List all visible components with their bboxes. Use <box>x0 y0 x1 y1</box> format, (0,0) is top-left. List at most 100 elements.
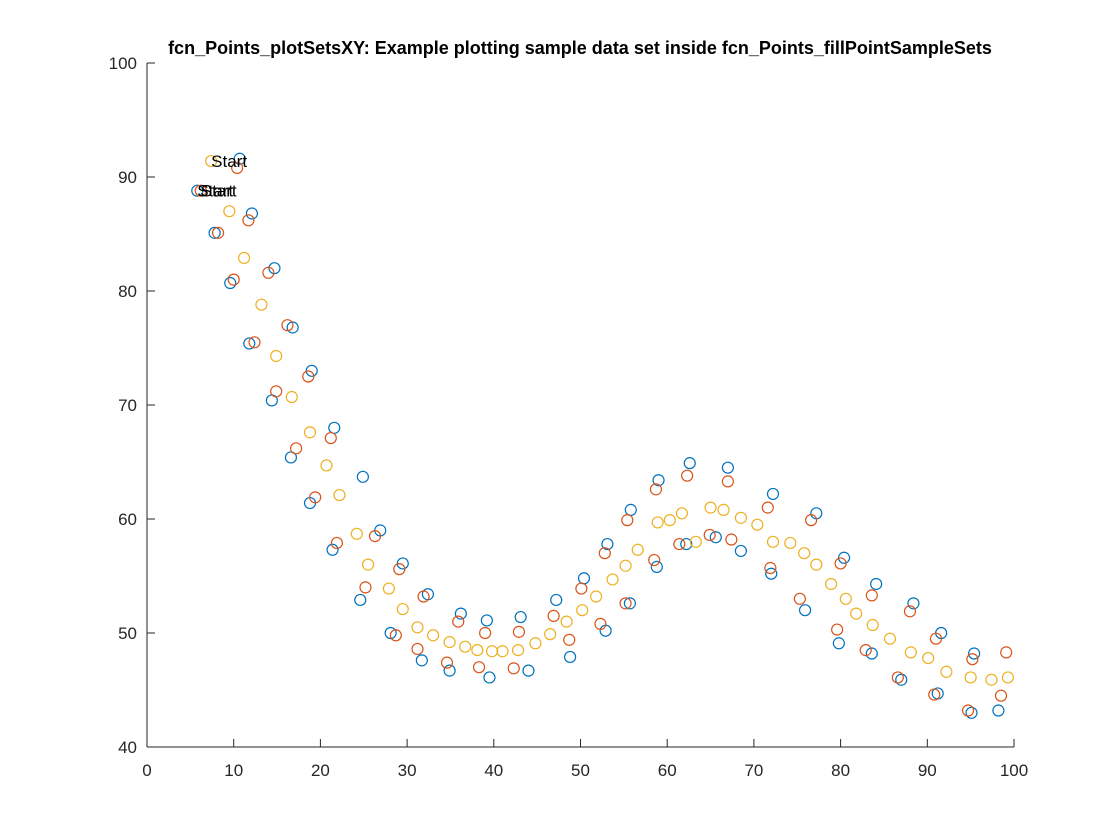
data-point <box>359 581 372 594</box>
start-label: Start <box>197 182 233 201</box>
data-point <box>459 640 472 653</box>
data-point <box>965 706 978 719</box>
data-point <box>865 589 878 602</box>
data-point <box>870 577 883 591</box>
data-point <box>205 154 218 168</box>
data-point <box>443 636 456 649</box>
data-point <box>619 597 632 610</box>
data-point <box>675 507 689 520</box>
data-point <box>619 559 632 572</box>
data-point <box>865 647 878 660</box>
data-point <box>575 582 588 595</box>
data-point <box>440 656 454 669</box>
data-point <box>417 590 430 603</box>
data-point <box>663 514 676 527</box>
data-point <box>290 442 303 455</box>
x-tick-label: 80 <box>831 761 850 780</box>
data-point <box>839 592 852 605</box>
data-point <box>330 536 343 550</box>
data-point <box>964 671 977 684</box>
data-point <box>895 673 908 686</box>
data-points <box>191 152 1015 719</box>
data-point <box>415 654 428 667</box>
data-point <box>285 390 298 404</box>
data-point <box>689 535 702 548</box>
data-point <box>766 535 780 548</box>
data-point <box>208 226 221 239</box>
x-tick-label: 30 <box>398 761 417 780</box>
data-point <box>529 637 542 650</box>
data-point <box>623 597 637 610</box>
data-point <box>233 152 246 165</box>
data-point <box>563 633 576 646</box>
data-point <box>1001 671 1015 684</box>
series-2 <box>194 161 1013 717</box>
data-point <box>243 337 256 350</box>
data-point <box>577 572 591 585</box>
data-point <box>514 610 527 624</box>
data-point <box>191 184 204 197</box>
data-point <box>368 529 382 543</box>
data-point <box>443 664 456 677</box>
data-point <box>994 689 1008 702</box>
series-3 <box>205 154 1015 686</box>
data-point <box>333 488 346 502</box>
data-point <box>725 533 738 546</box>
y-tick-label: 90 <box>118 168 137 187</box>
start-label: Start <box>201 182 237 201</box>
data-point <box>223 205 236 218</box>
data-point <box>907 597 920 610</box>
data-point <box>396 602 409 616</box>
data-point <box>831 623 844 636</box>
data-point <box>621 514 634 527</box>
data-point <box>302 370 315 383</box>
data-point <box>761 501 774 514</box>
data-point <box>281 319 294 332</box>
data-point <box>681 469 694 482</box>
data-point <box>511 643 525 657</box>
data-point <box>648 553 661 567</box>
data-point <box>576 604 589 617</box>
data-point <box>832 637 845 650</box>
data-point <box>598 547 611 560</box>
data-point <box>824 577 838 591</box>
data-point <box>472 661 486 674</box>
data-point <box>512 625 526 638</box>
data-point <box>883 632 897 645</box>
data-point <box>227 273 240 286</box>
data-point <box>966 653 979 666</box>
data-point <box>793 592 806 605</box>
y-tick-label: 60 <box>118 510 137 529</box>
data-point <box>354 593 367 607</box>
data-point <box>721 461 734 474</box>
start-label: Start <box>211 152 247 171</box>
data-point <box>704 501 717 514</box>
data-point <box>680 537 693 551</box>
data-point <box>922 651 935 665</box>
data-point <box>550 593 563 607</box>
x-tick-label: 70 <box>744 761 763 780</box>
data-point <box>262 266 275 279</box>
data-point <box>709 531 722 544</box>
data-point <box>652 474 665 487</box>
x-tick-label: 60 <box>658 761 677 780</box>
data-point <box>270 349 283 363</box>
data-point <box>834 557 847 570</box>
data-point <box>245 207 259 220</box>
data-point <box>798 604 812 617</box>
y-tick-label: 100 <box>109 54 137 73</box>
data-point <box>649 483 663 496</box>
data-point <box>544 628 557 641</box>
data-point <box>928 688 941 701</box>
data-point <box>624 503 637 516</box>
data-point <box>238 251 251 265</box>
data-point <box>850 607 863 620</box>
x-tick-label: 90 <box>918 761 937 780</box>
data-point <box>507 662 520 675</box>
data-point <box>326 543 339 556</box>
data-point <box>784 536 797 550</box>
y-tick-label: 50 <box>118 624 137 643</box>
